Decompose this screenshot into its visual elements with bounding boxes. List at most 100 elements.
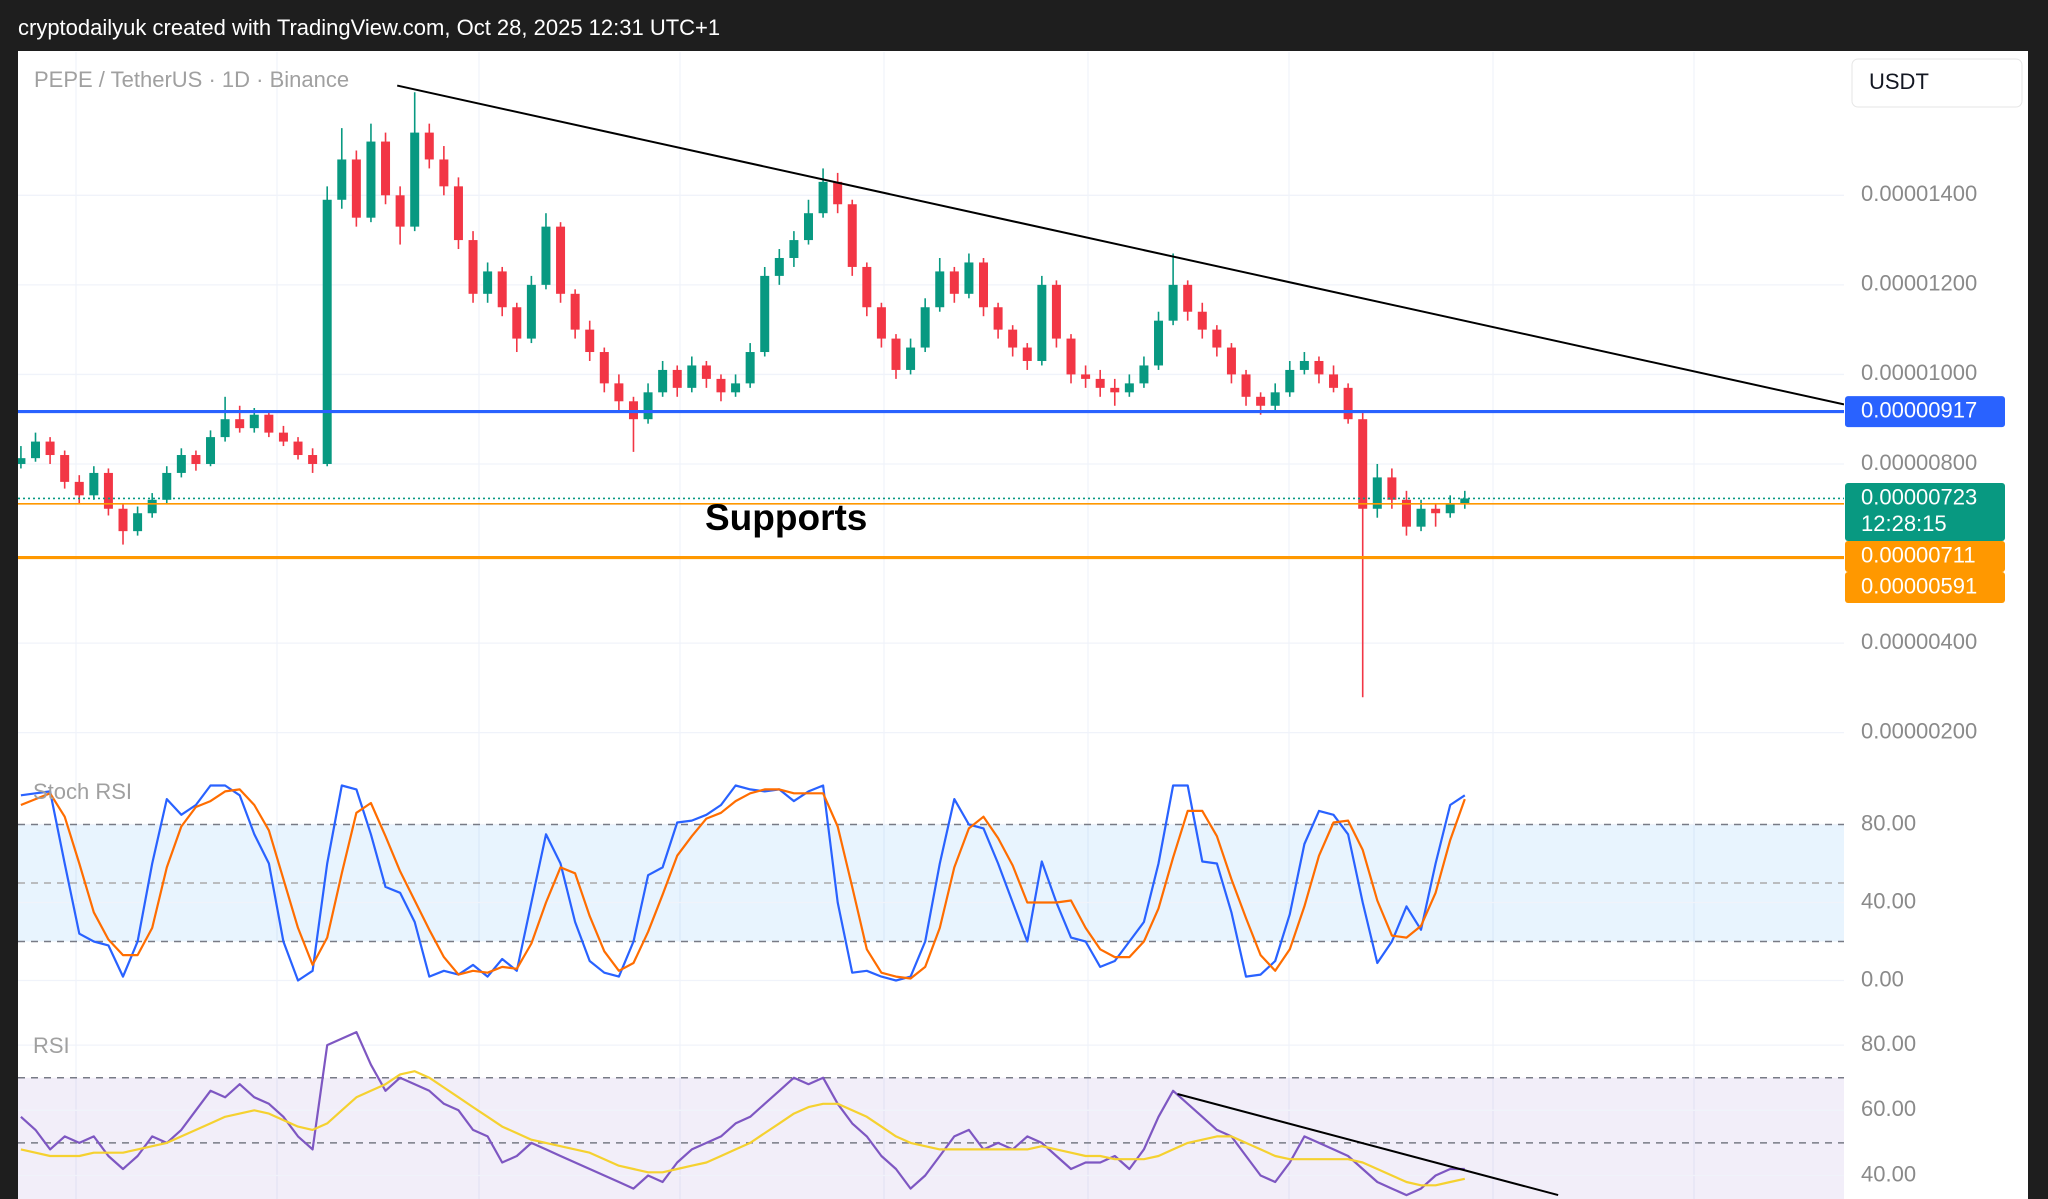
candle-body bbox=[1154, 320, 1164, 366]
candle-body bbox=[1314, 360, 1324, 375]
price-box bbox=[1845, 482, 2005, 541]
candle-body bbox=[133, 513, 143, 532]
price-box bbox=[1845, 396, 2005, 428]
trend-line bbox=[1177, 1093, 1559, 1197]
pane bbox=[18, 1031, 1844, 1199]
candle-body bbox=[818, 181, 828, 214]
series-line bbox=[20, 788, 1466, 980]
candle-body bbox=[497, 271, 507, 308]
candle-body bbox=[1095, 378, 1105, 388]
candle-body bbox=[1168, 284, 1178, 321]
candle-body bbox=[483, 271, 493, 294]
candle-body bbox=[847, 204, 857, 267]
candle-body bbox=[920, 307, 930, 348]
series-line bbox=[20, 1031, 1465, 1197]
candle-body bbox=[162, 472, 172, 500]
candle-body bbox=[1037, 284, 1047, 361]
candle-body bbox=[439, 159, 449, 187]
candle-body bbox=[599, 352, 609, 384]
candle-body bbox=[672, 369, 682, 388]
candle-body bbox=[526, 284, 536, 339]
candle-body bbox=[1270, 392, 1280, 406]
candle-body bbox=[1212, 329, 1222, 348]
series-line bbox=[20, 1070, 1466, 1187]
candle-body bbox=[658, 369, 668, 393]
candle-body bbox=[716, 378, 726, 393]
price-box bbox=[1845, 540, 2005, 572]
candle-body bbox=[1066, 338, 1076, 375]
candle-body bbox=[876, 307, 886, 339]
price-box-label: 0.00000723 bbox=[1861, 484, 1977, 509]
pane-title: Stoch RSI bbox=[33, 779, 132, 804]
candle-body bbox=[993, 307, 1003, 330]
candle-body bbox=[643, 392, 653, 420]
candle-body bbox=[60, 455, 70, 482]
candle-body bbox=[1197, 311, 1207, 330]
candle-body bbox=[1387, 477, 1397, 500]
currency-label[interactable]: USDT bbox=[1869, 69, 1929, 94]
candle-body bbox=[395, 195, 405, 227]
price-box-label: 0.00000711 bbox=[1861, 542, 1976, 567]
candle-body bbox=[1460, 498, 1470, 505]
candle-body bbox=[935, 271, 945, 308]
annotation: Supports bbox=[705, 497, 867, 538]
candle-body bbox=[1416, 508, 1426, 527]
candle-body bbox=[891, 338, 901, 370]
candle-body bbox=[366, 141, 376, 218]
candle-body bbox=[74, 481, 84, 496]
candle-body bbox=[220, 419, 230, 438]
trend-line bbox=[396, 84, 1844, 406]
candle-body bbox=[774, 257, 784, 276]
candle-body bbox=[1008, 329, 1018, 348]
candle-body bbox=[103, 472, 113, 509]
candle-body bbox=[701, 365, 711, 379]
header-text: cryptodailyuk created with TradingView.c… bbox=[18, 15, 720, 40]
candle-body bbox=[789, 240, 799, 258]
band bbox=[18, 1077, 1844, 1199]
candle-body bbox=[278, 432, 288, 442]
y-tick-label: 80.00 bbox=[1861, 810, 1916, 835]
candle-body bbox=[1372, 477, 1382, 509]
candle-body bbox=[1358, 419, 1368, 509]
currency-box[interactable] bbox=[1851, 58, 2023, 108]
candle-body bbox=[89, 472, 99, 496]
candle-body bbox=[1256, 396, 1266, 406]
candle-body bbox=[687, 365, 697, 388]
candle-body bbox=[468, 240, 478, 294]
candle-body bbox=[118, 508, 128, 532]
y-tick-label: 0.00001200 bbox=[1861, 271, 1977, 296]
candle-body bbox=[1051, 284, 1061, 339]
candle-body bbox=[949, 271, 959, 294]
candle-body bbox=[585, 329, 595, 353]
candle-body bbox=[1139, 365, 1149, 384]
y-tick-label: 40.00 bbox=[1861, 1161, 1916, 1186]
candle-body bbox=[1431, 508, 1441, 514]
candle-body bbox=[1401, 499, 1411, 527]
candle-body bbox=[614, 383, 624, 402]
candle-body bbox=[249, 414, 259, 429]
pane bbox=[18, 84, 1844, 734]
chart-panel bbox=[18, 51, 2028, 1199]
candle-body bbox=[745, 352, 755, 384]
candle-body bbox=[1124, 383, 1134, 393]
candle-body bbox=[556, 226, 566, 294]
series-line bbox=[20, 784, 1466, 982]
candle-body bbox=[264, 414, 274, 433]
candle-body bbox=[308, 455, 318, 464]
candle-body bbox=[1081, 374, 1091, 379]
candle-body bbox=[410, 132, 420, 227]
candle-body bbox=[512, 307, 522, 339]
candle-body bbox=[906, 347, 916, 370]
candle-body bbox=[964, 262, 974, 294]
candle-body bbox=[381, 141, 391, 196]
candle-body bbox=[1285, 369, 1295, 393]
candle-body bbox=[235, 419, 245, 429]
y-tick-label: 0.00000800 bbox=[1861, 450, 1977, 475]
candle-body bbox=[570, 293, 580, 330]
price-box-label: 0.00000917 bbox=[1861, 397, 1977, 422]
candle-body bbox=[1110, 387, 1120, 393]
candle-body bbox=[1343, 387, 1353, 420]
y-tick-label: 0.00001000 bbox=[1861, 360, 1977, 385]
